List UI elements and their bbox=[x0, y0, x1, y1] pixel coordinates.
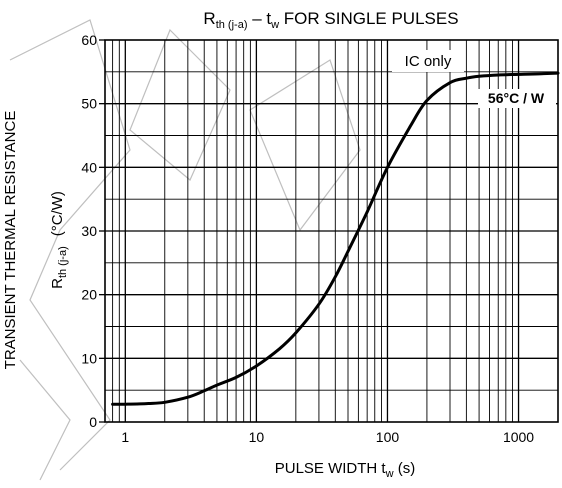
y-axis-label: TRANSIENT THERMAL RESISTANCE bbox=[2, 111, 19, 370]
y-tick-label: 20 bbox=[81, 287, 97, 303]
x-tick-label: 1 bbox=[121, 429, 129, 445]
ic-only-label-bg bbox=[392, 50, 464, 72]
title-dash-t: – t bbox=[247, 9, 271, 28]
series-layer bbox=[111, 71, 560, 406]
tick-marks bbox=[99, 39, 105, 423]
title-rest: FOR SINGLE PULSES bbox=[279, 9, 459, 28]
y-unit: (°C/W) bbox=[49, 191, 66, 236]
x-tick-label: 1000 bbox=[503, 429, 534, 445]
series-line-ic-only bbox=[111, 71, 560, 406]
title-r: R bbox=[203, 9, 215, 28]
x-tick-label: 10 bbox=[249, 429, 265, 445]
y-tick-label: 10 bbox=[81, 350, 97, 366]
watermark bbox=[9, 19, 361, 481]
ic-only-label: IC only bbox=[405, 53, 452, 70]
y-tick-labels: 0 10 20 30 40 50 60 bbox=[81, 32, 97, 430]
y-symbol-sub: th (j-a) bbox=[57, 246, 69, 278]
title-t-sub: w bbox=[270, 19, 279, 31]
chart-title: Rth (j-a) – tw FOR SINGLE PULSES bbox=[203, 9, 458, 31]
y-tick-label: 0 bbox=[89, 414, 97, 430]
x-label-main: PULSE WIDTH t bbox=[275, 460, 387, 477]
y-symbol-r: R bbox=[49, 278, 66, 289]
x-label-unit: (s) bbox=[394, 460, 416, 477]
resistance-value-label: 56°C / W bbox=[488, 90, 545, 106]
x-axis-label: PULSE WIDTH tw (s) bbox=[275, 460, 415, 480]
y-axis-symbol: Rth (j-a) (°C/W) bbox=[49, 191, 69, 289]
resistance-value-label-bg bbox=[478, 89, 556, 108]
x-label-sub: w bbox=[385, 468, 394, 480]
y-tick-label: 30 bbox=[81, 223, 97, 239]
y-tick-label: 60 bbox=[81, 32, 97, 48]
x-tick-labels: 1 10 100 1000 bbox=[121, 429, 534, 445]
title-r-sub: th (j-a) bbox=[216, 19, 248, 31]
y-tick-label: 40 bbox=[81, 159, 97, 175]
x-tick-label: 100 bbox=[376, 429, 400, 445]
y-tick-label: 50 bbox=[81, 96, 97, 112]
